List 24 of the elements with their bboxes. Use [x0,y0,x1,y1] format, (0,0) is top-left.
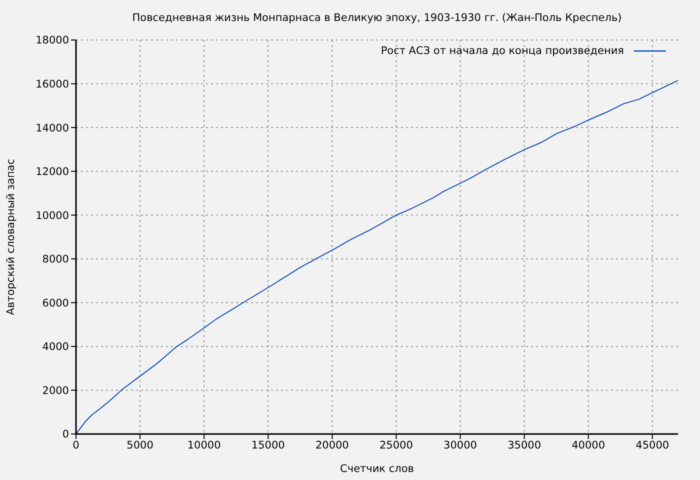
y-tick-label: 6000 [42,297,69,310]
y-tick-label: 4000 [42,341,69,354]
chart-title: Повседневная жизнь Монпарнаса в Великую эпоху, 1903-1930 гг. (Жан-Поль Креспель) [131,12,623,24]
y-tick-label: 18000 [36,34,69,47]
x-tick-label: 25000 [380,439,413,452]
legend-label: Рост АСЗ от начала до конца произведения [380,44,624,59]
y-tick-label: 14000 [36,122,69,134]
x-tick-label: 5000 [126,439,154,452]
x-tick-label: 30000 [444,439,477,452]
y-axis-title: Авторский словарный запас [5,158,17,316]
y-tick-label: 16000 [36,78,69,91]
x-tick-label: 0 [72,439,80,452]
x-axis-title: Счетчик слов [340,463,414,475]
y-tick-label: 8000 [42,254,69,266]
y-tick-label: 12000 [36,166,69,178]
y-tick-label: 2000 [42,384,69,397]
x-tick-label: 35000 [508,439,541,452]
y-tick-label: 0 [62,428,69,441]
x-tick-label: 15000 [251,439,285,452]
x-tick-label: 20000 [315,439,349,452]
x-tick-label: 45000 [636,439,670,452]
y-tick-label: 10000 [36,210,69,222]
x-tick-label: 40000 [572,439,606,452]
x-tick-label: 10000 [187,439,221,452]
